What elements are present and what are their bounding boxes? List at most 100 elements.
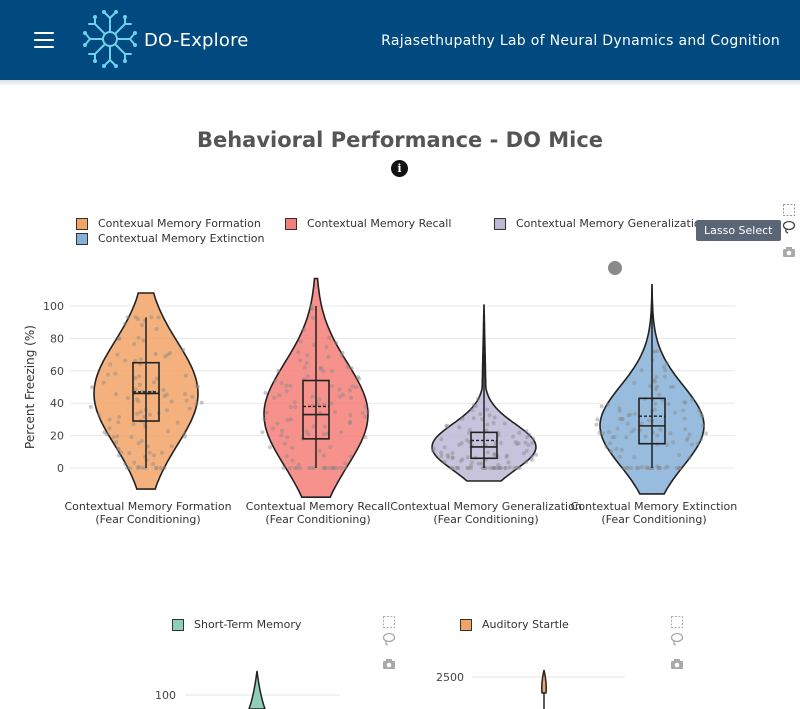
- legend-item-extinction[interactable]: Contextual Memory Extinction: [76, 232, 265, 245]
- lasso-select-icon[interactable]: [782, 220, 796, 234]
- data-point: [656, 466, 661, 470]
- info-icon[interactable]: i: [391, 160, 408, 177]
- auditory-startle-chart[interactable]: 2500: [420, 665, 650, 709]
- data-point: [102, 430, 107, 435]
- data-point: [321, 369, 326, 373]
- legend-item-formation[interactable]: Contexual Memory Formation: [76, 217, 261, 230]
- data-point: [125, 466, 130, 470]
- data-point: [117, 415, 122, 419]
- data-point: [318, 366, 323, 371]
- header-shadow: [0, 80, 800, 86]
- lasso-select-icon[interactable]: [670, 632, 684, 646]
- legend-item-auditory-startle[interactable]: Auditory Startle: [460, 618, 569, 631]
- camera-icon[interactable]: [382, 657, 396, 671]
- box-select-icon[interactable]: [382, 615, 396, 629]
- data-point: [685, 436, 690, 441]
- x-tick-label: Contextual Memory Recall: [246, 500, 390, 513]
- data-point: [162, 394, 167, 398]
- camera-icon[interactable]: [670, 657, 684, 671]
- data-point: [682, 416, 687, 421]
- data-point: [645, 466, 650, 470]
- data-point: [169, 399, 174, 404]
- top-navbar: DO-Explore Rajasethupathy Lab of Neural …: [0, 0, 800, 80]
- box-select-icon[interactable]: [782, 203, 796, 217]
- y-tick-label: 40: [50, 397, 64, 410]
- data-point: [524, 459, 529, 464]
- short-term-memory-chart[interactable]: 100: [140, 665, 370, 709]
- data-point: [123, 358, 128, 363]
- data-point: [296, 462, 301, 467]
- data-point: [347, 388, 352, 393]
- data-point: [111, 435, 116, 440]
- data-point: [465, 466, 470, 470]
- data-point: [689, 442, 694, 447]
- legend-item-generalization[interactable]: Contextual Memory Generalization: [494, 217, 708, 230]
- legend-item-recall[interactable]: Contextual Memory Recall: [285, 217, 451, 230]
- data-point: [617, 406, 622, 411]
- data-point: [480, 417, 485, 422]
- data-point: [527, 432, 532, 437]
- data-point: [671, 440, 675, 445]
- app-title[interactable]: DO-Explore: [144, 30, 249, 51]
- data-point: [343, 466, 348, 470]
- box-select-icon[interactable]: [670, 615, 684, 629]
- data-point: [305, 353, 310, 358]
- data-point: [653, 379, 657, 384]
- data-point: [665, 442, 670, 447]
- data-point: [348, 420, 353, 424]
- data-point: [618, 417, 622, 421]
- data-point: [460, 416, 465, 421]
- data-point: [307, 466, 312, 470]
- data-point: [632, 411, 637, 416]
- data-point: [507, 465, 512, 470]
- box: [470, 431, 498, 460]
- data-point: [154, 327, 159, 331]
- data-point: [129, 435, 134, 439]
- data-point: [306, 432, 311, 437]
- legend-item-short-term-memory[interactable]: Short-Term Memory: [172, 618, 301, 631]
- data-point: [605, 402, 610, 407]
- data-point: [655, 433, 660, 438]
- data-point: [289, 405, 293, 410]
- data-point: [492, 415, 497, 420]
- data-point: [343, 461, 348, 466]
- data-point: [476, 396, 481, 401]
- y-tick-label: 2500: [436, 671, 464, 684]
- data-point: [525, 435, 530, 440]
- data-point: [165, 352, 170, 357]
- data-point: [643, 434, 648, 439]
- data-point: [459, 441, 464, 446]
- data-point: [529, 457, 534, 462]
- data-point: [309, 466, 314, 470]
- data-point: [348, 413, 353, 418]
- data-point: [457, 442, 462, 447]
- data-point: [132, 460, 137, 465]
- data-point: [439, 450, 444, 455]
- data-point: [668, 431, 673, 436]
- data-point: [467, 427, 472, 432]
- data-point: [113, 392, 118, 397]
- data-point: [492, 466, 497, 470]
- hamburger-menu-icon[interactable]: [34, 32, 54, 48]
- data-point: [517, 466, 522, 470]
- neuron-logo-icon[interactable]: [82, 8, 138, 70]
- data-point: [597, 430, 602, 435]
- violin-chart[interactable]: 0 20 40 60 80 100 Percent Freezing (%) Contextu…: [0, 270, 800, 530]
- data-point: [133, 358, 138, 363]
- data-point: [466, 466, 471, 470]
- data-point: [701, 423, 705, 428]
- data-point: [647, 466, 651, 470]
- lasso-select-icon[interactable]: [382, 632, 396, 646]
- data-point: [141, 338, 146, 343]
- data-point: [115, 352, 120, 357]
- data-point: [450, 466, 455, 470]
- data-point: [524, 429, 529, 434]
- x-tick-label: (Fear Conditioning): [433, 513, 538, 526]
- data-point: [123, 462, 128, 466]
- data-point: [190, 394, 195, 399]
- data-point: [632, 455, 637, 460]
- data-point: [337, 387, 342, 392]
- data-point: [357, 376, 362, 381]
- camera-icon[interactable]: [782, 245, 796, 259]
- data-point: [195, 384, 200, 389]
